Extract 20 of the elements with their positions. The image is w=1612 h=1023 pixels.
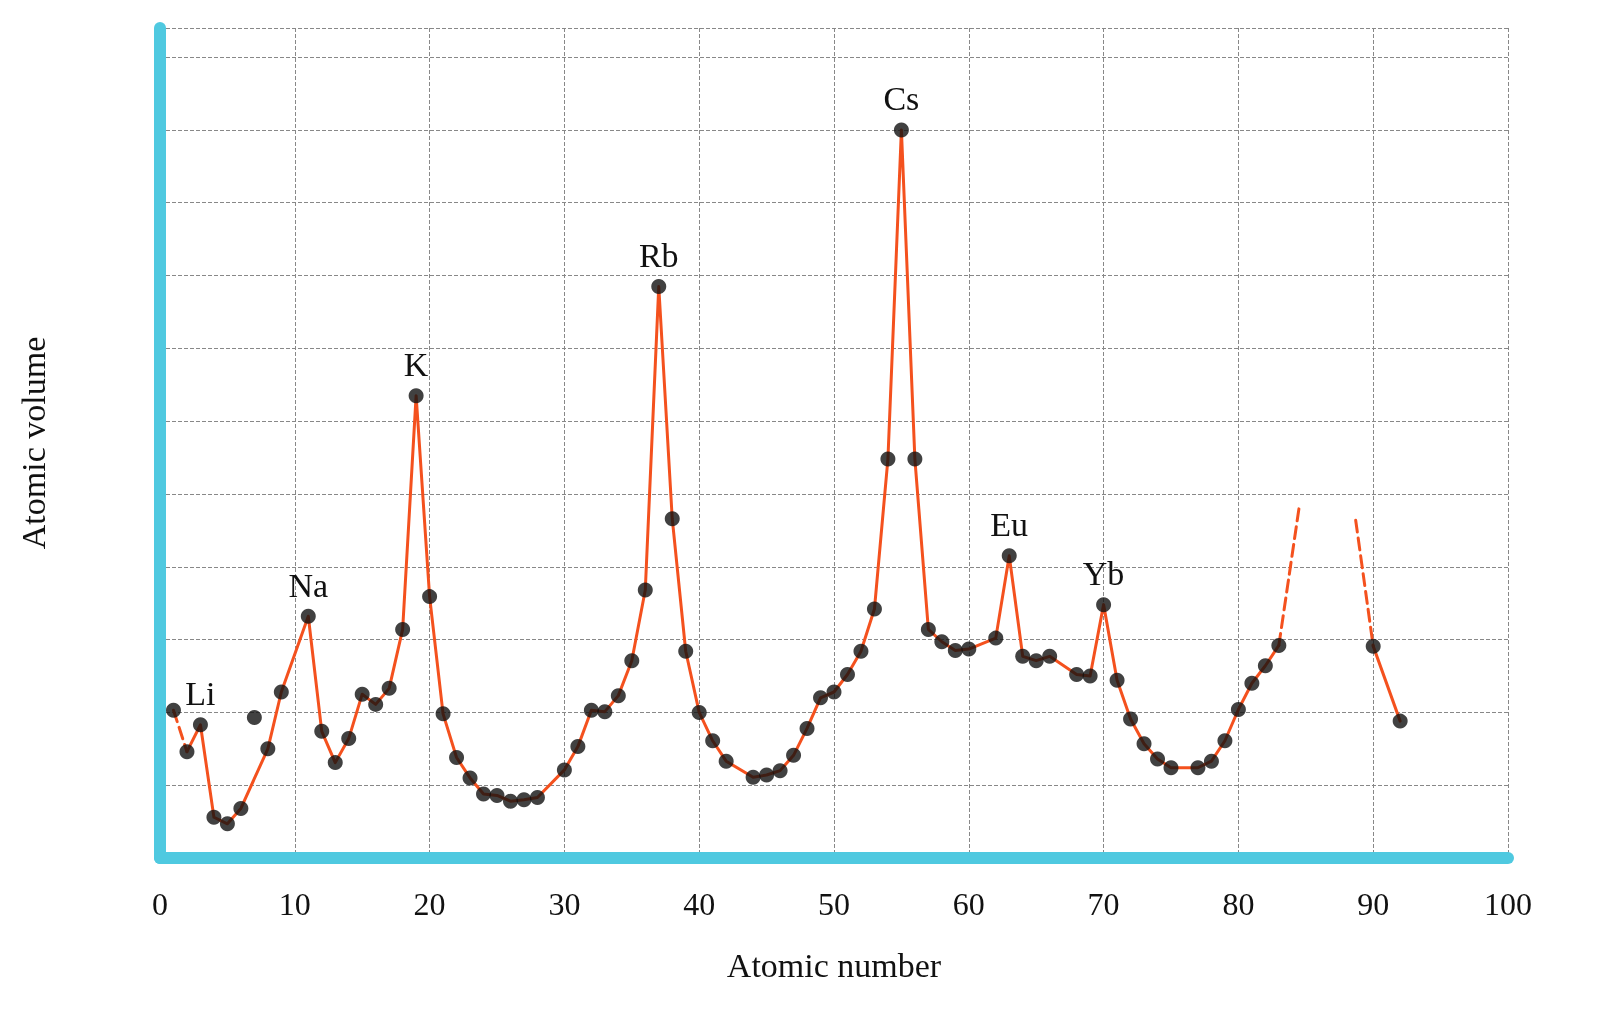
annotation: Cs	[883, 80, 920, 118]
x-tick-label: 30	[548, 886, 581, 922]
x-axis-title: Atomic number	[726, 946, 942, 984]
x-tick-label: 100	[1484, 886, 1532, 922]
annotation: Yb	[1082, 555, 1125, 593]
annotation: Na	[288, 566, 329, 604]
y-axis-title: Atomic volume	[14, 336, 52, 550]
x-tick-label: 50	[818, 886, 850, 922]
x-tick-label: 70	[1087, 886, 1120, 922]
annotation: Rb	[638, 236, 679, 274]
x-tick-label: 0	[152, 886, 168, 922]
x-tick-label: 80	[1222, 886, 1255, 922]
x-tick-label: 10	[278, 886, 311, 922]
annotation: Li	[185, 675, 216, 713]
x-tick-label: 90	[1357, 886, 1390, 922]
x-tick-label: 60	[952, 886, 985, 922]
x-tick-label: 40	[683, 886, 716, 922]
x-tick-label: 20	[413, 886, 446, 922]
annotation: Eu	[990, 506, 1029, 544]
annotation: K	[403, 346, 429, 384]
